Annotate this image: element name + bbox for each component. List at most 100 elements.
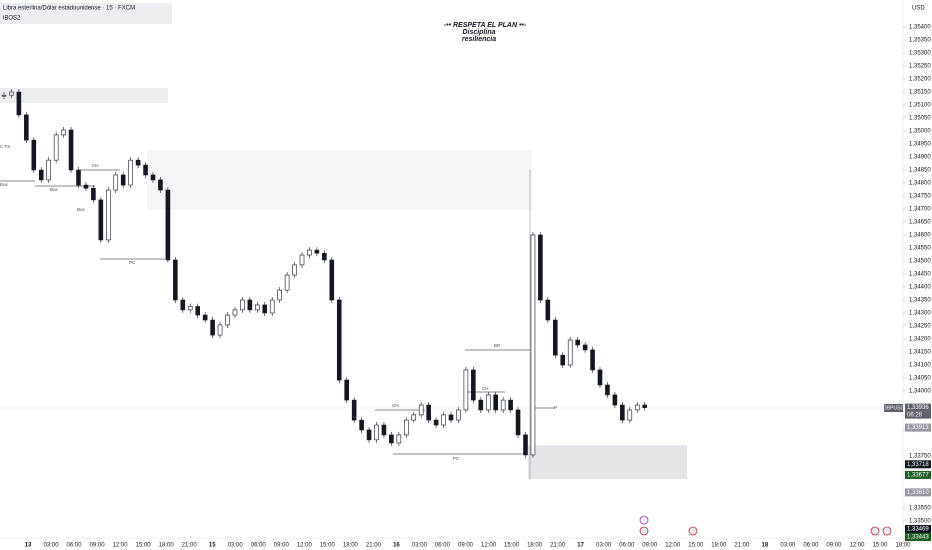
x-tick-label: 09:00	[826, 543, 842, 549]
y-tick-label: 1,34550	[909, 246, 931, 252]
x-tick-label: 12:00	[113, 543, 129, 549]
candle-body	[61, 129, 66, 136]
price-label-bg	[905, 403, 931, 412]
candle-body	[16, 91, 22, 116]
x-tick-label: 12:00	[665, 543, 681, 549]
x-tick-label: 09:00	[458, 543, 474, 549]
candle-body	[642, 404, 648, 408]
x-tick-label: 21:00	[550, 543, 566, 549]
x-tick-label: 09:00	[90, 543, 106, 549]
candle-body	[180, 299, 186, 311]
candle-body	[366, 429, 372, 441]
candle-body	[9, 91, 14, 96]
x-tick-label: 09:00	[274, 543, 290, 549]
candle-body	[83, 184, 89, 189]
banner-line: resiliencia	[462, 36, 496, 43]
annotation: Bos	[0, 182, 9, 187]
y-tick-label: 1,35400	[909, 25, 931, 31]
candle-body	[202, 314, 208, 321]
candle-body	[217, 324, 223, 336]
candle-body	[336, 299, 342, 381]
candle-body	[515, 409, 521, 436]
candle-body	[53, 134, 59, 161]
x-tick-label: 06:00	[619, 543, 635, 549]
x-tick-label: 03:00	[44, 543, 60, 549]
x-tick-label: 15:00	[320, 543, 336, 549]
x-tick-label: 15:00	[872, 543, 888, 549]
y-tick-label: 1,34750	[909, 194, 931, 200]
x-tick-label: 18:00	[895, 543, 911, 549]
y-tick-label: 1,35050	[909, 116, 931, 122]
price-label-bg	[905, 525, 931, 534]
x-tick-label: 15:00	[504, 543, 520, 549]
y-tick-label: 1,34800	[909, 181, 931, 187]
price-label: 1,33936	[907, 405, 929, 411]
candle-body	[173, 259, 178, 301]
candle-body	[307, 249, 312, 256]
candle-body	[240, 299, 245, 311]
candle-body	[493, 394, 499, 411]
price-label: 1,33913	[907, 425, 929, 431]
x-tick-label: 03:00	[780, 543, 796, 549]
candle-body	[359, 419, 364, 431]
candle-body	[538, 234, 543, 301]
candle-body	[403, 419, 409, 436]
zone	[528, 445, 687, 479]
candle-body	[612, 394, 618, 406]
candle-body	[143, 164, 148, 176]
symbol-title: Libra esterlina/Dólar estadounidense · 1…	[3, 6, 135, 12]
candle-body	[329, 259, 335, 301]
candle-body	[545, 299, 551, 321]
banner-line: -•• RESPETA EL PLAN ••-	[444, 22, 527, 29]
price-label-bg	[905, 533, 931, 542]
annotation: CH	[92, 163, 99, 168]
candle-body	[530, 234, 536, 456]
banner-line: Disciplina	[462, 29, 495, 36]
candle-body	[210, 319, 215, 336]
zone	[0, 88, 168, 103]
y-tick-label: 1,35250	[909, 64, 931, 70]
candle-body	[247, 299, 253, 311]
candle-body	[634, 404, 640, 411]
candle-body	[500, 399, 506, 411]
zone	[147, 150, 532, 210]
candle-body	[262, 304, 268, 314]
y-tick-label: 1,34050	[909, 376, 931, 382]
annotation: CH	[482, 386, 489, 391]
candle-body	[374, 424, 379, 441]
y-tick-label: 1,34200	[909, 337, 931, 343]
annotation: PC	[453, 456, 460, 461]
candle-body	[456, 409, 461, 421]
candle-body	[225, 314, 230, 326]
candle-body	[195, 306, 200, 316]
candle-body	[433, 419, 439, 426]
candle-body	[396, 434, 402, 444]
x-tick-label: 16	[393, 543, 400, 549]
candle-body	[389, 434, 394, 444]
x-tick-label: 15	[209, 543, 216, 549]
countdown-bg	[905, 411, 931, 419]
candle-body	[322, 252, 327, 261]
candle-body	[31, 139, 37, 171]
y-tick-label: 1,34100	[909, 363, 931, 369]
annotation: CH	[392, 403, 399, 408]
symbol-tag-bg	[884, 404, 903, 412]
candle-body	[165, 189, 171, 261]
currency: USD	[912, 6, 925, 12]
y-tick-label: 1,35100	[909, 103, 931, 109]
candle-body	[106, 189, 111, 241]
price-label: 1,33610	[907, 490, 929, 496]
annotation: BR	[494, 343, 501, 348]
price-label: 1,33443	[907, 535, 929, 541]
candle-body	[150, 174, 156, 181]
candle-body	[590, 349, 595, 371]
x-tick-label: 21:00	[366, 543, 382, 549]
candle-body	[292, 264, 297, 276]
candle-body	[485, 394, 491, 411]
candle-body	[277, 289, 282, 301]
candle-body	[38, 169, 44, 181]
y-tick-label: 1,35200	[909, 77, 931, 83]
candle-body	[98, 199, 104, 241]
